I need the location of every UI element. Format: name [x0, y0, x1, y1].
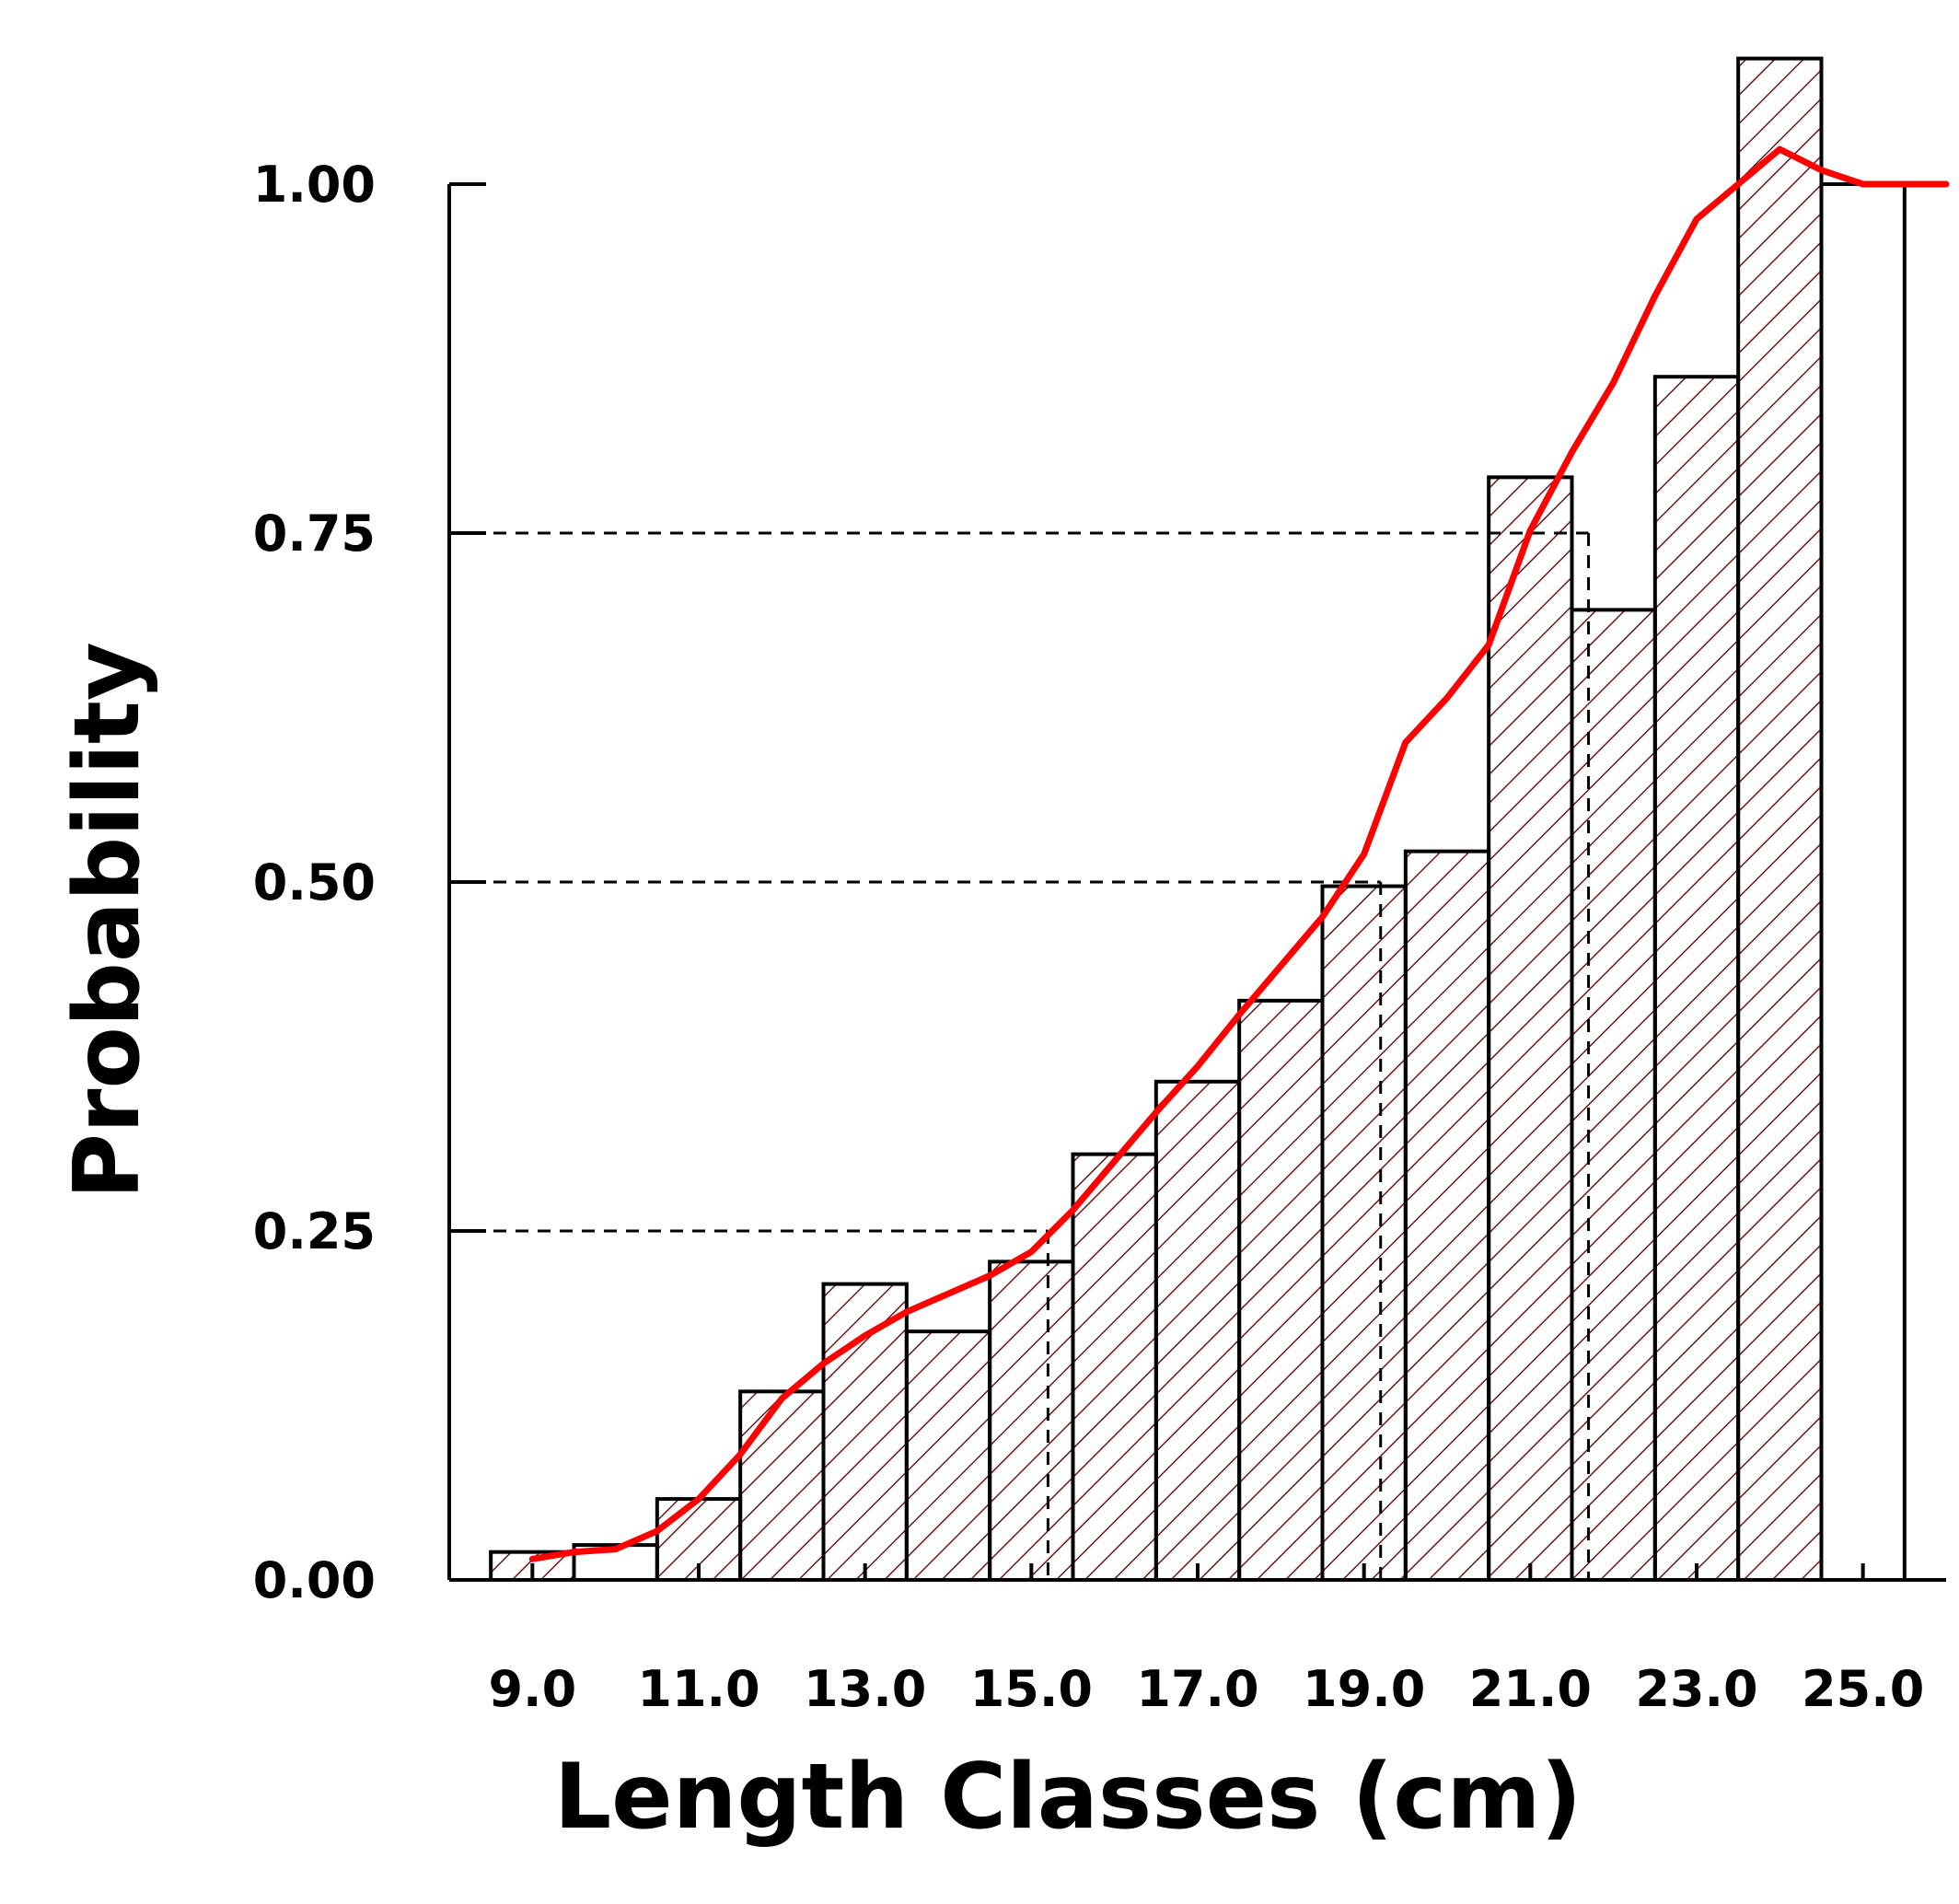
y-tick-label: 0.50 — [253, 853, 376, 911]
y-axis-title: Probability — [55, 642, 160, 1199]
histogram-bar — [904, 1329, 992, 1582]
labels-layer: 0.00 0.25 0.50 0.75 1.00 9.0 11.0 13.0 15.0 17.0 1… — [253, 156, 1925, 1718]
histogram-bar — [1487, 475, 1574, 1582]
histogram-bar — [738, 1389, 826, 1582]
x-axis-title: Length Classes (cm) — [554, 1745, 1582, 1850]
bars-layer — [489, 56, 1907, 1583]
x-tick-label: 23.0 — [1635, 1660, 1757, 1718]
histogram-bar — [1819, 182, 1907, 1582]
histogram-bar — [1652, 375, 1741, 1582]
x-tick-label: 19.0 — [1303, 1660, 1425, 1718]
histogram-bar — [988, 1260, 1075, 1583]
histogram-bar — [1570, 608, 1657, 1582]
curve-layer — [528, 145, 1950, 1562]
y-tick-label: 1.00 — [253, 156, 376, 214]
y-tick-label: 0.25 — [253, 1202, 376, 1260]
histogram-bar — [1320, 884, 1408, 1582]
histogram-bar — [1071, 1152, 1158, 1582]
fitted-probability-curve — [528, 145, 1950, 1562]
x-tick-label: 21.0 — [1469, 1660, 1592, 1718]
x-tick-label: 11.0 — [637, 1660, 759, 1718]
y-tick-label: 0.00 — [253, 1551, 376, 1609]
y-tick-label: 0.75 — [253, 505, 376, 563]
histogram-bar — [1237, 998, 1325, 1582]
histogram-bar — [821, 1282, 909, 1583]
axes-layer — [447, 182, 1946, 1582]
histogram-bar — [1153, 1079, 1242, 1582]
x-tick-label: 17.0 — [1136, 1660, 1258, 1718]
x-tick-label: 9.0 — [488, 1660, 576, 1718]
x-tick-label: 15.0 — [970, 1660, 1093, 1718]
x-tick-label: 25.0 — [1802, 1660, 1924, 1718]
x-tick-label: 13.0 — [804, 1660, 926, 1718]
histogram-bar — [1403, 849, 1491, 1582]
histogram-bar — [1736, 56, 1824, 1582]
reference-lines-layer — [449, 531, 1591, 1580]
